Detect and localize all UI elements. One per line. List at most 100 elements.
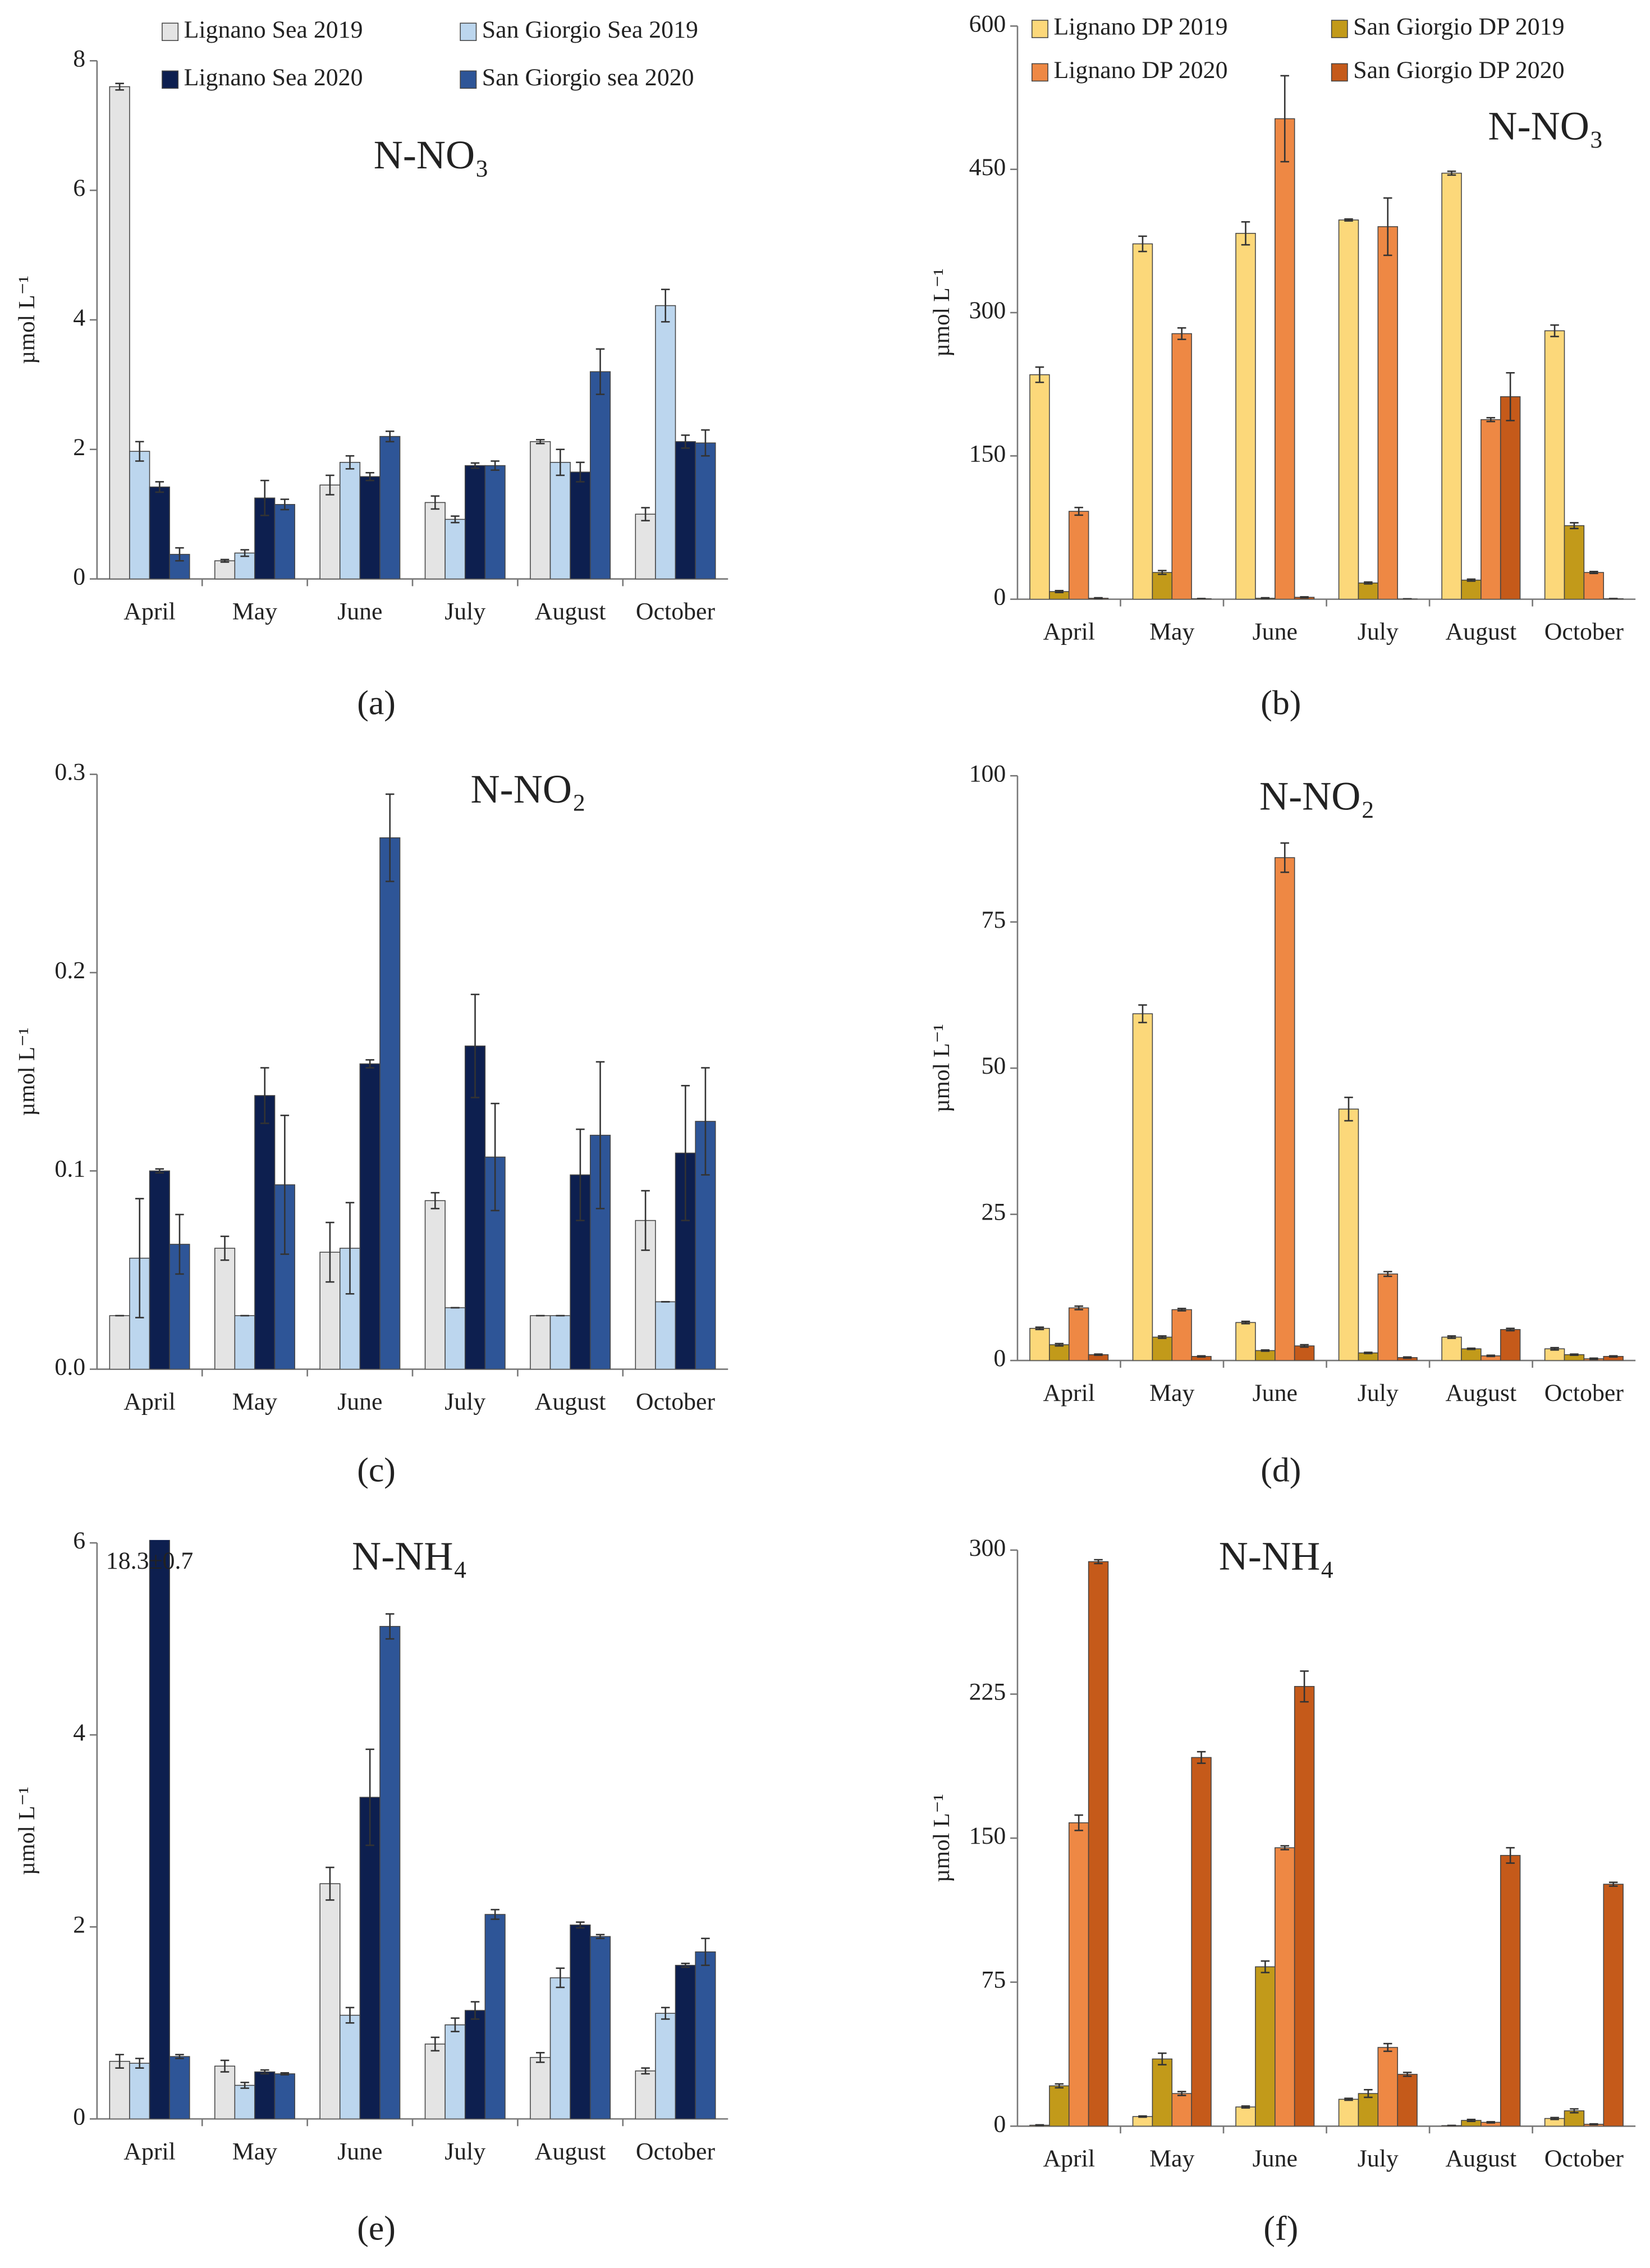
- error-bar: [641, 507, 650, 521]
- y-tick-label: 75: [982, 906, 1006, 933]
- x-tick-label: July: [1358, 618, 1399, 645]
- bar: [1029, 1328, 1050, 1361]
- error-bar: [240, 2082, 249, 2089]
- bar: [444, 1307, 466, 1369]
- bars: [109, 295, 716, 2119]
- error-bar: [1447, 1335, 1456, 1339]
- x-tick-label: May: [232, 2138, 277, 2165]
- x-tick-label: October: [636, 598, 716, 625]
- x-tick-label: May: [1149, 1380, 1194, 1406]
- error-bar: [155, 295, 164, 429]
- x-tick-label: October: [1544, 618, 1624, 645]
- bar: [1377, 226, 1398, 599]
- error-bar: [326, 474, 334, 496]
- bar: [1294, 1345, 1315, 1361]
- legend-label: San Giorgio Sea 2019: [482, 16, 698, 43]
- bar: [1235, 1322, 1256, 1361]
- bar: [1338, 219, 1359, 599]
- x-tick-label: October: [636, 2138, 716, 2165]
- bar: [214, 2065, 236, 2119]
- error-bar: [386, 793, 395, 882]
- bar: [1088, 1561, 1109, 2127]
- error-bar: [280, 498, 290, 511]
- bar: [254, 2071, 276, 2119]
- error-bar: [1466, 2119, 1476, 2123]
- bar: [655, 305, 676, 579]
- bar: [359, 1797, 381, 2119]
- error-bar: [641, 1190, 650, 1251]
- error-bar: [1074, 1305, 1083, 1311]
- error-bar: [1177, 327, 1186, 340]
- error-bar: [280, 2072, 290, 2075]
- x-tick-label: July: [444, 2138, 485, 2165]
- panel-label: (c): [357, 1451, 396, 1489]
- bar: [1132, 1013, 1153, 1361]
- error-bar: [1589, 570, 1598, 574]
- x-tick-label: August: [1446, 1380, 1517, 1406]
- bar: [1544, 330, 1565, 599]
- x-tick-label: April: [123, 2138, 176, 2165]
- error-bar: [1364, 2088, 1373, 2099]
- x-tick-label: June: [1253, 618, 1298, 645]
- error-bar: [1158, 1335, 1167, 1339]
- bar: [1275, 118, 1295, 599]
- error-bar: [1364, 1351, 1373, 1354]
- bar: [379, 837, 401, 1369]
- error-bar: [1177, 1308, 1186, 1312]
- error-bar: [1447, 170, 1456, 176]
- x-tick-label: October: [636, 1389, 716, 1415]
- bar: [589, 371, 611, 579]
- bar: [464, 465, 486, 579]
- bar: [464, 2010, 486, 2119]
- error-bar: [1241, 221, 1250, 246]
- y-tick-label: 75: [982, 1967, 1006, 1994]
- bar: [149, 486, 170, 579]
- error-bar: [556, 1967, 565, 1988]
- bar: [1275, 857, 1295, 1361]
- error-bar: [491, 1909, 499, 1920]
- bar: [274, 2073, 295, 2119]
- bar: [484, 1914, 506, 2119]
- error-bar: [175, 2054, 184, 2059]
- bars: [1029, 842, 1624, 1361]
- bar: [1152, 1336, 1173, 1361]
- chart-title: N-NO₃: [374, 132, 489, 177]
- bar: [319, 1883, 341, 2119]
- error-bar: [1035, 1326, 1044, 1331]
- x-tick-label: May: [232, 598, 277, 625]
- y-tick-label: 150: [969, 1822, 1006, 1849]
- bars: [1029, 1559, 1624, 2127]
- legend-swatch: [1331, 20, 1348, 38]
- error-bar: [326, 1221, 334, 1283]
- panel-label: (f): [1263, 2210, 1298, 2248]
- error-bar: [1383, 197, 1392, 256]
- error-bar: [220, 558, 230, 563]
- y-tick-label: 0: [993, 584, 1006, 611]
- error-bar: [220, 2059, 230, 2073]
- error-bar: [1570, 2108, 1579, 2114]
- bar: [1441, 1336, 1462, 1361]
- error-bar: [1550, 1346, 1559, 1351]
- y-tick-label: 0.3: [54, 759, 85, 786]
- y-tick-label: 0: [73, 563, 85, 590]
- x-tick-label: August: [1446, 2145, 1517, 2172]
- error-bar: [451, 2017, 460, 2033]
- annotation: 18.3±0.7: [106, 1547, 194, 1574]
- chart-title: N-NO₃: [1488, 104, 1603, 149]
- error-bar: [1138, 1004, 1147, 1024]
- error-bar: [1344, 2097, 1353, 2101]
- x-tick-label: April: [123, 598, 176, 625]
- error-bar: [1383, 1271, 1392, 1277]
- error-bar: [1055, 590, 1064, 594]
- x-tick-label: June: [337, 2138, 382, 2165]
- bar: [444, 2024, 466, 2119]
- bar: [655, 2013, 676, 2119]
- error-bar: [155, 481, 164, 493]
- bar: [635, 2070, 656, 2119]
- error-bar: [1506, 1327, 1515, 1332]
- bar: [1583, 572, 1605, 599]
- y-tick-label: 0.2: [54, 957, 85, 984]
- bar: [274, 504, 295, 579]
